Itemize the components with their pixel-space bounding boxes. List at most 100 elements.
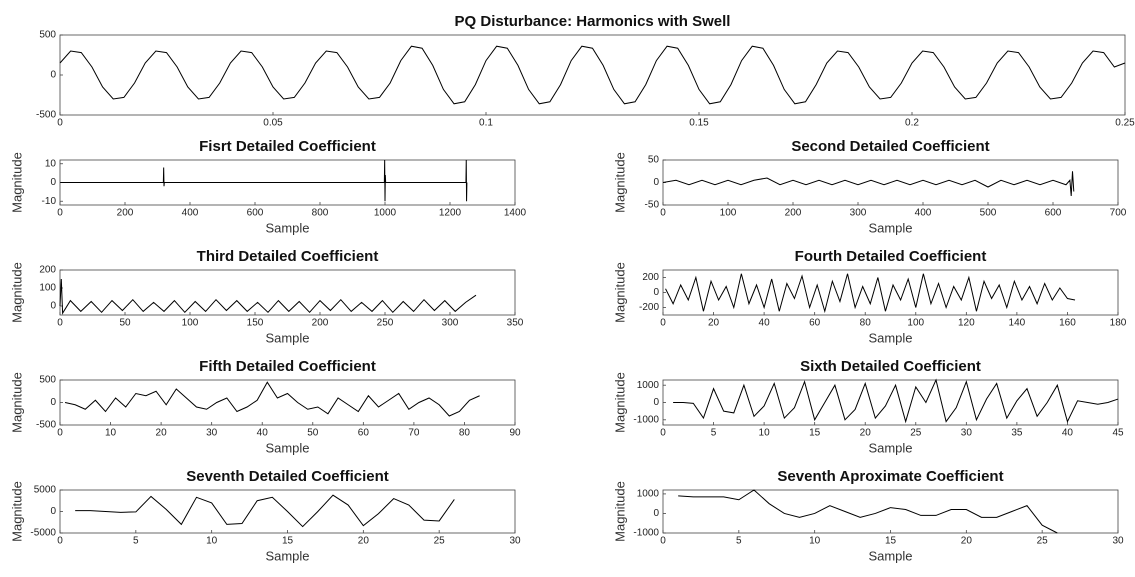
x-tick-label: 200 [312,318,329,329]
y-tick-label: 0 [653,177,659,188]
plot-frame [662,489,1119,534]
x-tick-label: 25 [434,536,446,547]
signal-line [665,273,1076,314]
x-tick-label: 100 [907,318,924,329]
plot-frame [59,34,1126,116]
y-tick-label: 0 [50,397,56,408]
y-tick-label: 50 [648,155,660,166]
x-tick-label: 0 [57,118,63,129]
y-tick-label: -10 [42,196,57,207]
x-tick-label: 0 [660,536,666,547]
y-axis-label: Magnitude [612,152,627,213]
x-tick-label: 0 [660,208,666,219]
chart-title: Fifth Detailed Coefficient [199,358,376,375]
y-tick-label: 500 [39,375,56,386]
x-tick-label: 150 [247,318,264,329]
x-tick-label: 180 [1110,318,1127,329]
x-tick-label: 10 [206,536,218,547]
y-tick-label: 0 [50,177,56,188]
signal-line [673,378,1119,424]
y-tick-label: 5000 [34,485,57,496]
signal-line [75,494,455,528]
x-tick-label: 160 [1059,318,1076,329]
y-tick-label: 0 [653,397,659,408]
x-tick-label: 0 [660,318,666,329]
x-tick-label: 50 [119,318,131,329]
x-tick-label: 20 [961,536,973,547]
plot-frame [662,159,1119,206]
x-tick-label: 0 [57,536,63,547]
chart-title: Sixth Detailed Coefficient [800,358,981,375]
signal-line [678,489,1058,534]
y-axis-label: Magnitude [9,152,24,213]
x-axis-label: Sample [868,548,912,563]
y-tick-label: 100 [39,283,56,294]
x-tick-label: 350 [507,318,524,329]
x-tick-label: 10 [105,428,117,439]
x-tick-label: 30 [1112,536,1124,547]
y-tick-label: 1000 [637,489,660,500]
x-axis-label: Sample [265,220,309,235]
x-tick-label: 0 [57,208,63,219]
y-tick-label: 200 [39,265,56,276]
y-axis-label: Magnitude [9,372,24,433]
x-tick-label: 0 [660,428,666,439]
y-axis-label: Magnitude [612,262,627,323]
x-tick-label: 0.25 [1115,118,1135,129]
x-tick-label: 500 [980,208,997,219]
x-tick-label: 0 [57,318,63,329]
x-tick-label: 10 [809,536,821,547]
y-tick-label: 0 [50,70,56,81]
x-tick-label: 600 [247,208,264,219]
plot-frame [662,379,1119,426]
x-tick-label: 35 [1011,428,1023,439]
signal-line [64,381,480,417]
x-tick-label: 100 [720,208,737,219]
x-tick-label: 30 [509,536,521,547]
y-tick-label: 200 [642,272,659,283]
x-tick-label: 400 [915,208,932,219]
y-tick-label: 0 [653,287,659,298]
chart-title: Fisrt Detailed Coefficient [199,138,376,155]
y-tick-label: 10 [45,158,57,169]
x-tick-label: 250 [377,318,394,329]
y-tick-label: -500 [36,110,56,121]
x-tick-label: 20 [860,428,872,439]
x-tick-label: 100 [182,318,199,329]
y-tick-label: 1000 [637,380,660,391]
x-axis-label: Sample [868,220,912,235]
x-tick-label: 70 [408,428,420,439]
x-axis-label: Sample [265,440,309,455]
x-tick-label: 15 [282,536,294,547]
x-tick-label: 90 [509,428,521,439]
chart-title: Third Detailed Coefficient [197,248,379,265]
x-tick-label: 25 [910,428,922,439]
signal-line [59,45,1126,105]
y-tick-label: -500 [36,420,56,431]
y-tick-label: -1000 [633,414,659,425]
x-tick-label: 80 [459,428,471,439]
x-tick-label: 30 [961,428,973,439]
x-tick-label: 15 [885,536,897,547]
y-tick-label: -50 [645,200,660,211]
x-tick-label: 400 [182,208,199,219]
x-tick-label: 0.2 [905,118,919,129]
x-tick-label: 20 [358,536,370,547]
y-tick-label: 0 [653,508,659,519]
x-tick-label: 600 [1045,208,1062,219]
x-tick-label: 1400 [504,208,527,219]
x-axis-label: Sample [868,440,912,455]
chart-title: Seventh Aproximate Coefficient [777,468,1003,485]
x-tick-label: 300 [442,318,459,329]
x-tick-label: 0.1 [479,118,493,129]
plot-frame [59,379,516,426]
x-tick-label: 200 [117,208,134,219]
x-tick-label: 700 [1110,208,1127,219]
y-axis-label: Magnitude [612,372,627,433]
x-tick-label: 50 [307,428,319,439]
x-tick-label: 5 [736,536,742,547]
x-axis-label: Sample [265,330,309,345]
x-tick-label: 120 [958,318,975,329]
x-tick-label: 40 [257,428,269,439]
